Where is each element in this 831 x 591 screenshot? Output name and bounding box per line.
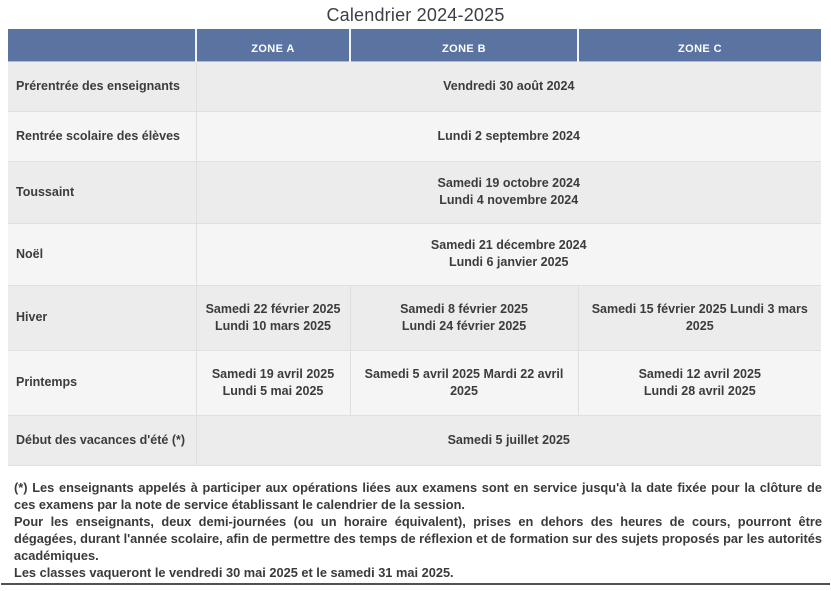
page-title: Calendrier 2024-2025 xyxy=(326,5,505,25)
cell-zone-a: Samedi 19 avril 2025 Lundi 5 mai 2025 xyxy=(195,350,350,416)
row-label: Rentrée scolaire des élèves xyxy=(8,111,196,162)
table-row: Hiver Samedi 22 février 2025 Lundi 10 ma… xyxy=(8,285,821,351)
date-line: Lundi 6 janvier 2025 xyxy=(449,255,569,269)
cell-zone-a: Samedi 22 février 2025 Lundi 10 mars 202… xyxy=(195,285,350,351)
header-zone-b: ZONE B xyxy=(349,29,578,62)
date-line: Samedi 22 février 2025 xyxy=(205,301,341,316)
table-row: Début des vacances d'été (*) Samedi 5 ju… xyxy=(8,415,821,466)
date-line: Lundi 28 avril 2025 xyxy=(643,383,756,398)
footnotes: (*) Les enseignants appelés à participer… xyxy=(14,479,822,581)
date-line: Samedi 15 février 2025 Lundi 3 mars 2025 xyxy=(591,301,808,333)
date-line: Lundi 4 novembre 2024 xyxy=(439,193,579,207)
date-line: Samedi 5 avril 2025 Mardi 22 avril 2025 xyxy=(364,366,564,398)
date-line: Lundi 24 février 2025 xyxy=(401,318,527,333)
footnote-vacated-classes: Les classes vaqueront le vendredi 30 mai… xyxy=(14,564,454,580)
cell-all-zones: Samedi 5 juillet 2025 xyxy=(195,415,821,466)
cell-zone-c: Samedi 12 avril 2025 Lundi 28 avril 2025 xyxy=(577,350,821,416)
table-row: Prérentrée des enseignants Vendredi 30 a… xyxy=(8,61,821,112)
table-body: Prérentrée des enseignants Vendredi 30 a… xyxy=(8,61,821,466)
date-line: Lundi 10 mars 2025 xyxy=(214,318,332,333)
cell-all-zones: Samedi 19 octobre 2024 Lundi 4 novembre … xyxy=(195,161,821,224)
date-line: Samedi 12 avril 2025 xyxy=(638,366,761,381)
row-label: Prérentrée des enseignants xyxy=(8,61,196,112)
header-zone-c: ZONE C xyxy=(577,29,821,62)
date-line: Samedi 19 avril 2025 xyxy=(211,366,335,381)
cell-all-zones: Samedi 21 décembre 2024 Lundi 6 janvier … xyxy=(195,223,821,286)
row-label: Printemps xyxy=(8,350,196,416)
table-row: Noël Samedi 21 décembre 2024 Lundi 6 jan… xyxy=(8,223,821,286)
cell-zone-b: Samedi 8 février 2025 Lundi 24 février 2… xyxy=(349,285,578,351)
date-line: Lundi 5 mai 2025 xyxy=(222,383,324,398)
cell-all-zones: Lundi 2 septembre 2024 xyxy=(195,111,821,162)
footnote-half-days: Pour les enseignants, deux demi-journées… xyxy=(14,513,822,563)
header-row: ZONE A ZONE B ZONE C xyxy=(8,29,821,62)
row-label: Toussaint xyxy=(8,161,196,224)
cell-zone-c: Samedi 15 février 2025 Lundi 3 mars 2025 xyxy=(577,285,821,351)
date-line: Samedi 5 juillet 2025 xyxy=(447,432,570,447)
row-label: Hiver xyxy=(8,285,196,351)
date-line: Lundi 2 septembre 2024 xyxy=(437,128,580,143)
header-zone-a: ZONE A xyxy=(195,29,350,62)
row-label: Noël xyxy=(8,223,196,286)
cell-zone-b: Samedi 5 avril 2025 Mardi 22 avril 2025 xyxy=(349,350,578,416)
table-row: Toussaint Samedi 19 octobre 2024 Lundi 4… xyxy=(8,161,821,224)
table-row: Rentrée scolaire des élèves Lundi 2 sept… xyxy=(8,111,821,162)
footnote-exams: (*) Les enseignants appelés à participer… xyxy=(14,479,822,512)
date-line: Samedi 8 février 2025 xyxy=(400,301,528,316)
date-line: Vendredi 30 août 2024 xyxy=(443,78,575,93)
school-calendar-table: ZONE A ZONE B ZONE C Prérentrée des ense… xyxy=(8,29,821,466)
date-line: Samedi 19 octobre 2024 xyxy=(437,176,580,190)
bottom-divider xyxy=(1,583,830,585)
table-header: ZONE A ZONE B ZONE C xyxy=(8,29,821,62)
header-empty-cell xyxy=(8,29,196,62)
date-line: Samedi 21 décembre 2024 xyxy=(430,238,587,252)
row-label: Début des vacances d'été (*) xyxy=(8,415,196,466)
table-row: Printemps Samedi 19 avril 2025 Lundi 5 m… xyxy=(8,350,821,416)
cell-all-zones: Vendredi 30 août 2024 xyxy=(195,61,821,112)
